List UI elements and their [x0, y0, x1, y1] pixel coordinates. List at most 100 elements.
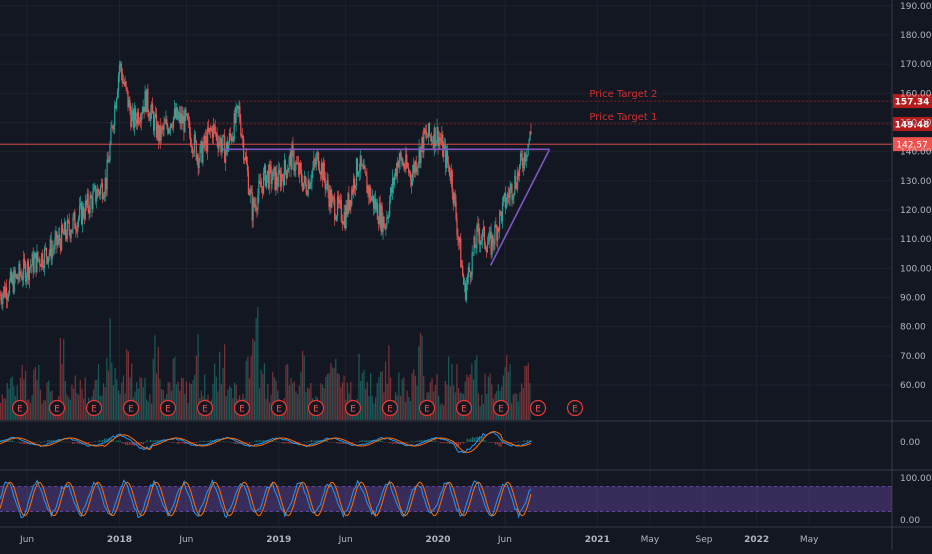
earnings-marker[interactable]: E [270, 399, 288, 417]
earnings-marker[interactable]: E [122, 399, 140, 417]
earnings-marker[interactable]: E [11, 399, 29, 417]
volume-bar [29, 403, 32, 420]
candle-body [323, 162, 325, 179]
candle-body [253, 199, 255, 207]
earnings-marker[interactable]: E [307, 399, 325, 417]
earnings-marker[interactable]: E [566, 399, 584, 417]
earnings-marker[interactable]: E [344, 399, 362, 417]
y-tick-label: 170.00 [900, 60, 932, 70]
macd-histogram-bar [519, 442, 521, 443]
candle-body [39, 259, 41, 266]
candle-body [417, 163, 419, 168]
candle-body [290, 152, 292, 170]
macd-histogram-bar [514, 442, 516, 443]
macd-histogram-bar [457, 442, 459, 448]
volume-bar [137, 388, 139, 420]
candle-body [380, 205, 382, 228]
macd-histogram-bar [225, 441, 228, 442]
candle-body [277, 183, 279, 187]
earnings-marker[interactable]: E [85, 399, 103, 417]
candle-body [247, 171, 250, 195]
macd-histogram-bar [93, 441, 95, 442]
earnings-marker[interactable]: E [492, 399, 510, 417]
volume-bar [172, 358, 174, 420]
macd-histogram-bar [128, 442, 130, 445]
candle-body [407, 166, 409, 168]
macd-histogram-bar [279, 441, 281, 443]
candle-body [495, 224, 497, 228]
macd-histogram-bar [468, 439, 470, 442]
candle-body [445, 150, 448, 168]
candle-body [57, 240, 59, 245]
volume-bar [146, 399, 148, 420]
macd-histogram-bar [192, 442, 194, 444]
candle-body [470, 274, 472, 278]
candle-body [395, 168, 397, 177]
candle-body [517, 172, 519, 190]
macd-histogram-bar [302, 441, 304, 443]
candle-body [428, 123, 431, 136]
candle-body [476, 225, 478, 248]
earnings-marker[interactable]: E [233, 399, 251, 417]
candle-body [493, 244, 495, 245]
macd-histogram-bar [125, 442, 127, 445]
volume-bar [192, 380, 194, 420]
candle-body [335, 219, 337, 221]
volume-bar [174, 357, 176, 420]
candle-body [192, 152, 195, 154]
candle-body [299, 163, 301, 176]
candle-body [296, 162, 298, 164]
volume-bar [414, 375, 417, 420]
volume-bar [524, 365, 526, 420]
price-series [0, 60, 532, 311]
earnings-marker[interactable]: E [48, 399, 66, 417]
macd-histogram-bar [395, 442, 398, 444]
macd-histogram-bar [390, 442, 392, 444]
candle-body [181, 113, 183, 124]
macd-histogram-bar [71, 442, 74, 445]
volume-bar [378, 377, 380, 420]
candle-body [154, 113, 157, 117]
earnings-marker[interactable]: E [381, 399, 399, 417]
volume-bar [358, 353, 360, 420]
candle-body [85, 200, 87, 205]
time-axis[interactable]: Jun 2018 Jun 2019 Jun 2020 Jun 2021 May Sep 2022 Ma… [19, 535, 819, 545]
candle-body [410, 179, 413, 186]
earnings-label: E [498, 405, 504, 415]
earnings-marker[interactable]: E [529, 399, 547, 417]
candle-body [481, 230, 484, 241]
candle-body [196, 155, 198, 160]
y-tick-label: 190.00 [900, 2, 932, 12]
candle-body [79, 205, 81, 218]
candle-body [260, 181, 262, 188]
macd-histogram-bar [443, 442, 445, 444]
volume-bar [381, 371, 383, 420]
earnings-marker[interactable]: E [159, 399, 177, 417]
earnings-circle [122, 399, 140, 417]
volume-bar [230, 387, 232, 420]
candle-body [468, 267, 470, 272]
earnings-marker[interactable]: E [455, 399, 473, 417]
candle-body [183, 115, 185, 133]
candle-body [134, 108, 137, 120]
macd-histogram-bar [477, 436, 479, 442]
support-trendline[interactable] [489, 148, 551, 266]
volume-bar [514, 393, 516, 420]
macd-tick-label: 0.00 [900, 438, 920, 448]
candle-body [244, 159, 246, 160]
candle-body [187, 114, 189, 120]
candle-body [148, 111, 150, 118]
earnings-marker[interactable]: E [418, 399, 436, 417]
macd-histogram-bar [351, 442, 353, 444]
candle-body [282, 177, 285, 186]
earnings-marker[interactable]: E [196, 399, 214, 417]
candle-body [116, 91, 119, 99]
candle-body [228, 132, 231, 144]
volume-bar [247, 356, 249, 420]
candle-body [17, 279, 19, 280]
price-axis[interactable]: 190.00 180.00 170.00 160.00 150.00 140.00 130.… [900, 2, 932, 391]
candle-body [195, 140, 197, 160]
